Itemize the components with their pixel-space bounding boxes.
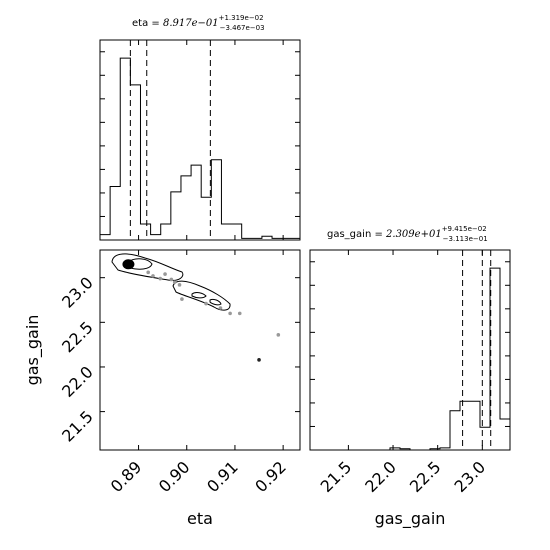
scatter-xtick-label: 0.90 xyxy=(155,457,194,496)
scatter-point xyxy=(204,301,208,306)
gas-gain-axis-label: gas_gain xyxy=(23,315,43,386)
gas-gain-histogram-xtick-label: 22.0 xyxy=(361,457,400,496)
scatter-ytick-label: 21.5 xyxy=(58,407,97,446)
density-core xyxy=(122,259,135,270)
gas-gain-histogram-frame xyxy=(309,249,511,451)
scatter-point xyxy=(163,272,167,276)
contour-lower-outer xyxy=(172,280,231,311)
eta-axis-label: eta xyxy=(187,509,213,528)
gas-gain-x-axis-label: gas_gain xyxy=(375,509,446,529)
eta-histogram-frame xyxy=(99,39,301,241)
scatter-point xyxy=(146,270,150,275)
scatter-point xyxy=(172,280,177,284)
gas-gain-histogram-bars xyxy=(310,250,510,450)
scatter-ytick-label: 23.0 xyxy=(58,273,97,312)
contour-lower-inner xyxy=(191,292,207,299)
contour-lower-core xyxy=(209,298,222,306)
scatter-frame xyxy=(99,249,301,451)
eta-histogram-bars xyxy=(100,40,300,240)
scatter-xtick-label: 0.91 xyxy=(203,457,242,496)
scatter-point xyxy=(237,311,242,316)
eta-histogram-title: eta = 8.917e−01+1.319e−02−3.467e−03 xyxy=(132,14,265,32)
scatter-point xyxy=(257,358,261,362)
contour-upper-inner xyxy=(127,258,153,270)
scatter-point xyxy=(169,277,174,282)
scatter-content xyxy=(111,253,281,362)
scatter-ytick-label: 22.5 xyxy=(58,318,97,357)
scatter-xtick-label: 0.92 xyxy=(251,457,290,496)
scatter-point xyxy=(218,306,223,310)
scatter-point xyxy=(177,283,182,287)
scatter-xtick-label: 0.89 xyxy=(107,457,146,496)
gas-gain-histogram-step-line xyxy=(310,267,510,450)
scatter-point xyxy=(158,276,163,281)
scatter-point xyxy=(276,333,281,337)
gas-gain-histogram-title: gas_gain = 2.309e+01+9.415e−02−3.113e−01 xyxy=(327,225,488,243)
scatter-point xyxy=(228,311,232,316)
gas-gain-histogram-xtick-label: 22.5 xyxy=(406,457,445,496)
contour-upper-outer xyxy=(111,253,184,281)
gas-gain-histogram-xtick-label: 21.5 xyxy=(317,457,356,496)
scatter-ytick-label: 22.0 xyxy=(58,362,97,401)
gas-gain-histogram-xtick-label: 23.0 xyxy=(451,457,490,496)
scatter-point xyxy=(180,297,184,301)
scatter-point xyxy=(151,274,155,278)
